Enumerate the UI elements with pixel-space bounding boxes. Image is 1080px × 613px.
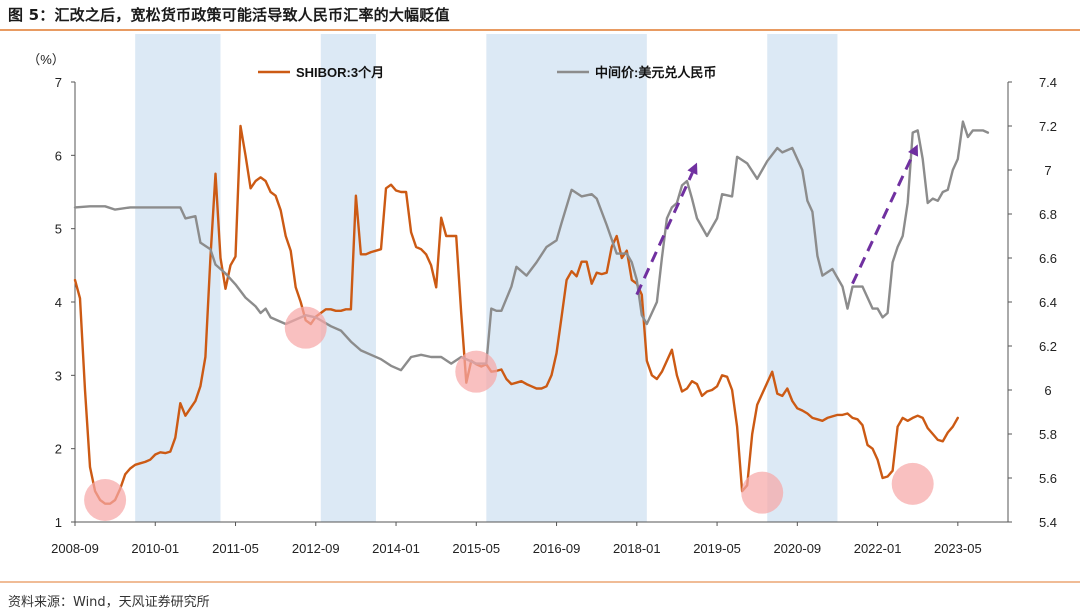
y-right-tick-label: 5.4 xyxy=(1039,515,1057,530)
highlight-circles xyxy=(84,306,934,521)
x-tick-label: 2010-01 xyxy=(131,541,179,556)
highlight-circle xyxy=(455,350,498,393)
x-tick-label: 2022-01 xyxy=(854,541,902,556)
trend-arrow-shaft xyxy=(851,153,915,285)
shaded-period xyxy=(767,34,838,522)
y-axis-left-unit: （%） xyxy=(27,52,65,67)
x-tick-label: 2011-05 xyxy=(212,541,259,556)
legend-label: SHIBOR:3个月 xyxy=(296,65,384,80)
y-left-tick-label: 6 xyxy=(55,148,62,163)
y-right-tick-label: 6.2 xyxy=(1039,339,1057,354)
shaded-period xyxy=(135,34,221,522)
trend-arrows xyxy=(635,144,919,296)
y-right-tick-label: 6 xyxy=(1044,383,1051,398)
axes: （%） 1 2 3 4 5 6 7 5.4 5.6 5.8 6 6.2 6.4 6.6 6.8 7 7.2 7.4 2… xyxy=(27,52,1057,556)
y-left-tick-label: 5 xyxy=(55,222,62,237)
highlight-circle xyxy=(741,471,784,514)
y-right-tick-label: 7.4 xyxy=(1039,75,1057,90)
y-left-tick-label: 2 xyxy=(55,442,62,457)
legend: SHIBOR:3个月 中间价:美元兑人民币 xyxy=(258,65,716,80)
legend-label: 中间价:美元兑人民币 xyxy=(595,65,716,80)
x-tick-label: 2020-09 xyxy=(773,541,821,556)
highlight-circle xyxy=(891,462,934,505)
trend-arrow-head xyxy=(687,162,698,175)
trend-arrow-shaft xyxy=(635,172,694,296)
y-right-tick-label: 6.8 xyxy=(1039,207,1057,222)
x-tick-label: 2015-05 xyxy=(452,541,500,556)
x-tick-label: 2019-05 xyxy=(693,541,741,556)
y-left-tick-label: 4 xyxy=(55,295,62,310)
y-right-tick-label: 7.2 xyxy=(1039,119,1057,134)
y-left-tick-label: 1 xyxy=(55,515,62,530)
y-right-tick-label: 6.6 xyxy=(1039,251,1057,266)
trend-arrow-head xyxy=(908,144,919,157)
shibor-line xyxy=(73,124,959,505)
x-tick-label: 2012-09 xyxy=(292,541,340,556)
y-right-tick-label: 5.8 xyxy=(1039,427,1057,442)
shaded-periods xyxy=(135,34,838,522)
figure-title: 图 5：汇改之后，宽松货币政策可能活导致人民币汇率的大幅贬值 xyxy=(8,6,450,24)
highlight-circle xyxy=(84,479,127,521)
y-right-tick-label: 6.4 xyxy=(1039,295,1057,310)
x-tick-label: 2016-09 xyxy=(533,541,581,556)
y-right-tick-label: 7 xyxy=(1044,163,1051,178)
x-tick-label: 2023-05 xyxy=(934,541,982,556)
x-tick-label: 2008-09 xyxy=(51,541,99,556)
x-tick-label: 2014-01 xyxy=(372,541,420,556)
y-right-tick-label: 5.6 xyxy=(1039,471,1057,486)
x-tick-label: 2018-01 xyxy=(613,541,661,556)
y-left-tick-label: 3 xyxy=(55,368,62,383)
y-left-tick-label: 7 xyxy=(55,75,62,90)
highlight-circle xyxy=(284,306,327,349)
source-note: 资料来源：Wind，天风证券研究所 xyxy=(8,595,210,610)
shaded-period xyxy=(320,34,376,522)
